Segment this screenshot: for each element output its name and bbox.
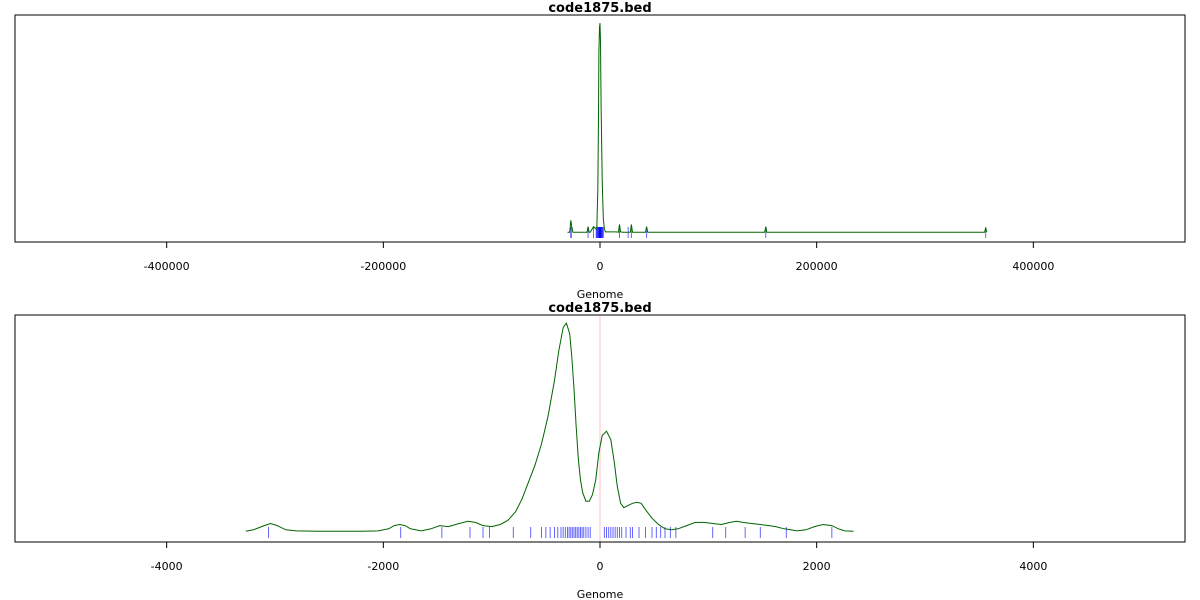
density-panel-full: code1875.bed -400000 -200000 0 200000 400000… [14, 1, 1186, 300]
density-line [567, 23, 988, 233]
x-tick-label: -200000 [360, 260, 406, 273]
density-line [245, 322, 854, 532]
x-tick-label: 4000 [1019, 560, 1047, 573]
chart-full-range: code1875.bed -400000 -200000 0 200000 400000… [14, 1, 1186, 300]
chart-zoomed-range: code1875.bed -4000 -2000 0 2000 4000 Genome [14, 301, 1186, 600]
x-axis: -4000 -2000 0 2000 4000 [151, 541, 1047, 573]
density-panel-zoom: code1875.bed -4000 -2000 0 2000 4000 Genome [0, 300, 1200, 600]
x-tick-label: -4000 [151, 560, 183, 573]
x-axis-label: Genome [577, 588, 624, 600]
x-tick-label: 0 [597, 560, 604, 573]
x-tick-label: 0 [597, 260, 604, 273]
chart-title: code1875.bed [548, 1, 651, 16]
x-tick-label: 2000 [803, 560, 831, 573]
x-tick-label: 400000 [1012, 260, 1054, 273]
x-tick-label: 200000 [796, 260, 838, 273]
x-tick-label: -2000 [367, 560, 399, 573]
x-axis-label: Genome [577, 288, 624, 300]
plot-frame [14, 14, 1186, 243]
chart-title: code1875.bed [548, 301, 651, 316]
rug-marks [268, 527, 833, 538]
x-tick-label: -400000 [144, 260, 190, 273]
x-axis: -400000 -200000 0 200000 400000 [144, 241, 1054, 273]
